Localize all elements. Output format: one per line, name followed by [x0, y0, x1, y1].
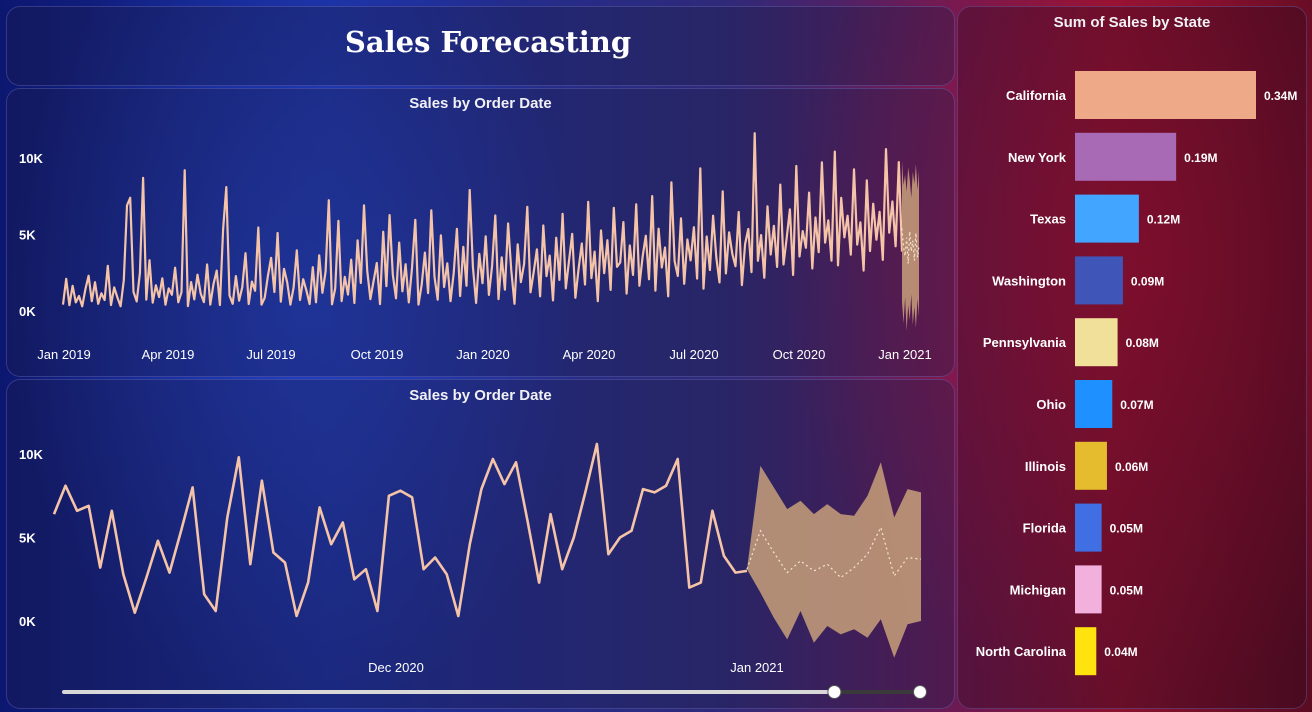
line-chart-svg[interactable]: 0K 5K 10K Jan 2019 Apr 2019 Jul 2019 Oct 2019 J…: [7, 89, 954, 376]
bar-category-label: Florida: [1023, 521, 1067, 536]
y-tick-label: 10K: [19, 447, 43, 462]
slider-handle-end[interactable]: [913, 685, 927, 699]
x-tick-label: Jan 2021: [730, 660, 784, 675]
bar-value-label: 0.08M: [1126, 336, 1159, 350]
x-tick-label: Jan 2019: [37, 347, 91, 362]
sales-by-order-date-forecast-chart[interactable]: Sales by Order Date 0K 5K 10K Dec 2020 Jan 2…: [6, 379, 955, 709]
bar: [1075, 380, 1113, 428]
bar: [1075, 194, 1139, 243]
sales-by-order-date-chart[interactable]: Sales by Order Date 0K 5K 10K Jan 2019 Apr 2…: [6, 88, 955, 377]
forecast-confidence-band: [747, 462, 921, 658]
x-tick-label: Jan 2020: [456, 347, 510, 362]
bar-category-label: Michigan: [1010, 582, 1066, 597]
x-tick-label: Apr 2020: [563, 347, 616, 362]
slider-handle-start[interactable]: [827, 685, 842, 699]
y-tick-label: 5K: [19, 531, 36, 546]
bar-category-label: Pennsylvania: [983, 335, 1067, 350]
bar: [1075, 256, 1123, 305]
bar: [1075, 627, 1097, 676]
actual-sales-line: [61, 132, 904, 308]
bar: [1075, 318, 1118, 367]
forecast-confidence-band: [902, 161, 919, 331]
bar: [1075, 132, 1177, 181]
x-tick-label: Jul 2019: [246, 347, 295, 362]
bar: [1075, 441, 1107, 490]
bar-value-label: 0.34M: [1264, 89, 1297, 103]
x-tick-label: Dec 2020: [368, 660, 424, 675]
bar-category-label: New York: [1008, 150, 1067, 165]
bar-value-label: 0.04M: [1104, 645, 1137, 659]
y-tick-label: 0K: [19, 304, 36, 319]
bar-value-label: 0.07M: [1120, 398, 1153, 412]
bar-value-label: 0.05M: [1110, 583, 1143, 597]
sales-by-state-chart[interactable]: Sum of Sales by State California 0.34M New…: [957, 6, 1307, 709]
bar-category-label: Illinois: [1025, 459, 1066, 474]
forecast-line: [746, 525, 922, 579]
bar-value-label: 0.09M: [1131, 274, 1164, 288]
x-tick-label: Jul 2020: [669, 347, 718, 362]
bar: [1075, 71, 1256, 119]
bar-chart-svg[interactable]: California 0.34M New York 0.19M Texas 0.12M Wa…: [958, 7, 1306, 708]
title-panel: Sales Forecasting: [6, 6, 955, 86]
bar-category-label: Ohio: [1036, 397, 1066, 412]
page-title: Sales Forecasting: [344, 25, 632, 59]
y-tick-label: 10K: [19, 151, 43, 166]
bar-category-label: Texas: [1030, 212, 1066, 227]
chart-title: Sales by Order Date: [409, 387, 552, 404]
y-tick-label: 0K: [19, 614, 36, 629]
bar-category-label: North Carolina: [976, 644, 1067, 659]
y-tick-label: 5K: [19, 228, 36, 243]
bar-category-label: Washington: [992, 273, 1066, 288]
actual-sales-line: [52, 442, 748, 618]
bar-category-label: California: [1006, 88, 1067, 103]
bar-value-label: 0.12M: [1147, 213, 1180, 227]
chart-title: Sales by Order Date: [409, 95, 552, 112]
forecast-chart-svg[interactable]: 0K 5K 10K Dec 2020 Jan 2021: [7, 380, 954, 708]
x-tick-label: Oct 2020: [773, 347, 826, 362]
x-tick-label: Jan 2021: [878, 347, 932, 362]
x-tick-label: Apr 2019: [142, 347, 195, 362]
bar-value-label: 0.19M: [1184, 151, 1217, 165]
x-tick-label: Oct 2019: [351, 347, 404, 362]
bar-value-label: 0.05M: [1110, 522, 1143, 536]
bar: [1075, 565, 1102, 614]
chart-title: Sum of Sales by State: [1053, 14, 1211, 31]
bar: [1075, 503, 1102, 552]
bar-value-label: 0.06M: [1115, 460, 1148, 474]
forecast-line: [901, 228, 920, 264]
